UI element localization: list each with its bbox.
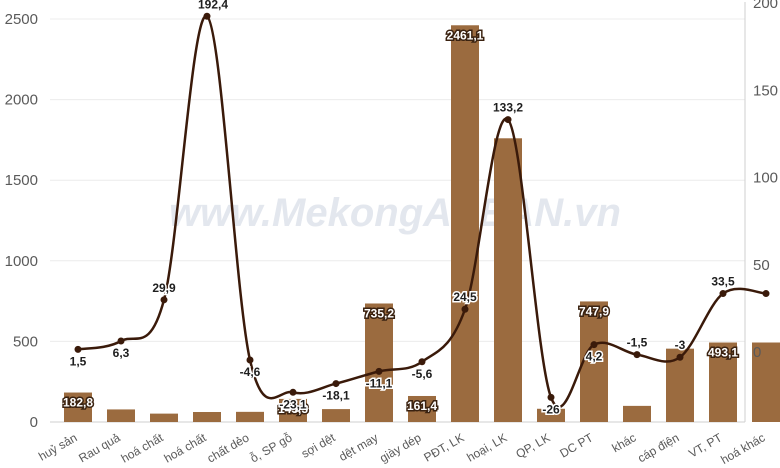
data-labels: 182,8 143,3 735,2 161,4 2461,1 747,9 493,1 1,5 6… [61, 0, 739, 418]
bar [64, 392, 92, 422]
category-label: Rau quả [76, 430, 123, 465]
line-series [74, 12, 770, 409]
category-label: QP, LK [513, 430, 552, 461]
line-point [762, 290, 770, 298]
category-label: cáp điện [635, 430, 681, 465]
line-data-label: -3 [675, 338, 686, 352]
category-label: hoá khác [718, 430, 767, 466]
bar-data-label: 493,1 [708, 346, 738, 360]
bar-data-label: 747,9 [579, 304, 609, 318]
right-tick-label: 150 [753, 82, 778, 99]
line-data-label: 133,2 [493, 101, 523, 115]
bar-data-label: 182,8 [63, 396, 93, 410]
category-label: giày dép [377, 430, 424, 465]
bar [193, 412, 221, 422]
line-point [418, 358, 426, 366]
bar-series [64, 25, 780, 422]
left-tick-label: 1000 [5, 253, 38, 270]
bar [279, 398, 307, 422]
bar-data-label: 161,4 [407, 399, 437, 413]
line-data-label: -11,1 [366, 376, 393, 390]
bar [322, 409, 350, 422]
line-data-label: -23,1 [279, 397, 307, 411]
line-data-label: -1,5 [627, 336, 648, 350]
right-tick-label: 50 [753, 257, 770, 274]
right-tick-label: 200 [753, 0, 778, 12]
left-axis: 0 500 1000 1500 2000 2500 [5, 11, 38, 431]
line-point [633, 351, 641, 359]
bar [494, 138, 522, 422]
category-label: huỷ sản [36, 430, 79, 463]
bar [709, 342, 737, 422]
line-data-label: -5,6 [412, 367, 433, 381]
category-label: hoá chất [162, 430, 209, 465]
line-point [504, 116, 512, 124]
left-tick-label: 500 [13, 333, 38, 350]
line-data-label: 4,2 [586, 350, 603, 364]
category-label: khác [610, 430, 639, 455]
line-data-label: 1,5 [70, 354, 87, 368]
line-data-label: 192,4 [198, 0, 228, 11]
category-label: ỗ, SP gỗ [247, 429, 294, 465]
line-point [289, 388, 297, 396]
category-label: hoá chất [119, 430, 166, 465]
bar [408, 395, 436, 422]
left-tick-label: 1500 [5, 172, 38, 189]
line-point [676, 353, 684, 361]
line-point [547, 393, 555, 401]
bar [451, 25, 479, 422]
bar-data-label: 735,2 [364, 306, 394, 320]
right-tick-label: 100 [753, 170, 778, 187]
line-point [375, 367, 383, 375]
line-point [160, 296, 168, 304]
line-data-label: -4,6 [240, 365, 261, 379]
category-label: dệt may [337, 430, 381, 463]
category-label: chất dẻo [205, 430, 252, 465]
line-data-label: 33,5 [711, 275, 735, 289]
right-tick-label: 0 [753, 344, 761, 361]
line-point [590, 341, 598, 349]
category-label: hoại, LK [464, 430, 509, 464]
bar [236, 411, 264, 422]
right-axis: 0 50 100 150 200 [753, 0, 778, 361]
line-data-label: 29,9 [152, 281, 176, 295]
line-point [719, 290, 727, 298]
bar [537, 408, 565, 422]
line-data-label: 6,3 [113, 346, 130, 360]
bar-data-label: 143,3 [278, 402, 308, 416]
line-point [332, 380, 340, 388]
bar [150, 413, 178, 422]
watermark: www.MekongASEAN.vn [169, 191, 621, 235]
left-tick-label: 2500 [5, 11, 38, 28]
bar [107, 409, 135, 422]
line-data-label: 24,5 [453, 290, 477, 304]
line-point [117, 337, 125, 345]
line-point [203, 12, 211, 20]
category-label: sợi dệt [299, 430, 338, 461]
line-point [74, 345, 82, 353]
line-data-label: -26 [542, 402, 560, 416]
bar [623, 405, 651, 422]
category-label: PĐT, LK [421, 430, 466, 464]
bar-data-label: 2461,1 [447, 28, 484, 42]
left-tick-label: 0 [30, 414, 38, 431]
line-data-label: -18,1 [322, 389, 350, 403]
bar [365, 303, 393, 422]
bar [752, 342, 780, 422]
line-point [461, 305, 469, 313]
category-label: DC PT [557, 430, 596, 460]
bar [580, 301, 608, 422]
line-point [246, 356, 254, 364]
left-tick-label: 2000 [5, 92, 38, 109]
